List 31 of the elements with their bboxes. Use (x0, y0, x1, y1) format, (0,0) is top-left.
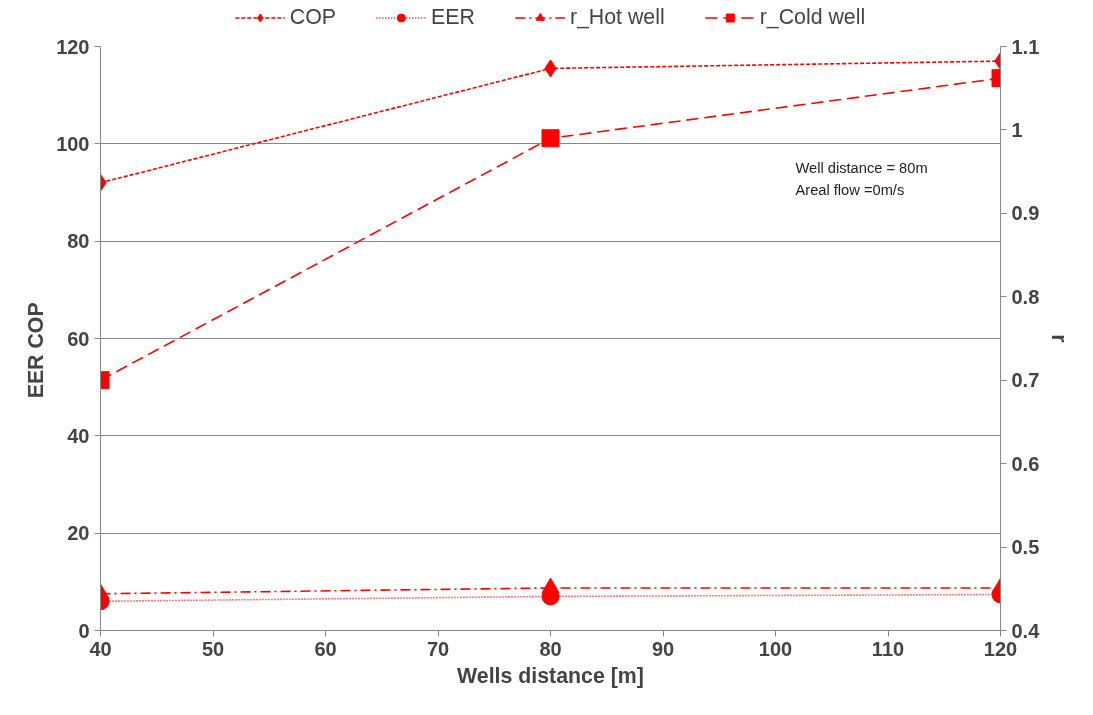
y2-tick-label: 0.9 (1011, 202, 1040, 225)
y2-axis-title: r (1047, 334, 1072, 343)
y2-tick-label: 0.7 (1011, 369, 1040, 392)
y-tick-label: 80 (67, 230, 90, 253)
legend-label: r_Hot well (569, 4, 665, 30)
y-tick-label: 40 (67, 424, 90, 447)
x-tick-label: 80 (539, 637, 562, 660)
y2-tick-label: 0.6 (1011, 452, 1040, 475)
y-tick-label: 0 (78, 619, 90, 642)
x-tick-label: 100 (758, 637, 793, 660)
y-axis-title: EER COP (24, 302, 49, 399)
y2-tick-label: 1.1 (1011, 35, 1040, 58)
legend-label: r_Cold well (759, 4, 866, 30)
annotation: Areal flow =0m/s (795, 181, 905, 198)
y2-tick-label: 1 (1011, 118, 1023, 141)
legend-label: COP (289, 4, 337, 30)
y-tick-label: 60 (67, 327, 90, 350)
x-tick-label: 110 (871, 637, 905, 660)
y-tick-label: 20 (67, 522, 90, 545)
x-tick-label: 60 (314, 637, 337, 660)
x-tick-label: 90 (651, 637, 675, 660)
x-tick-label: 70 (426, 637, 450, 660)
y2-tick-label: 0.8 (1011, 285, 1040, 308)
x-tick-label: 50 (201, 637, 225, 660)
x-tick-label: 40 (89, 637, 112, 660)
legend-label: EER (431, 4, 475, 30)
y-tick-label: 100 (56, 132, 90, 155)
y-tick-label: 120 (56, 35, 90, 58)
x-axis-title: Wells distance [m] (457, 663, 644, 688)
y2-tick-label: 0.5 (1011, 536, 1040, 559)
annotation: Well distance = 80m (795, 159, 928, 176)
